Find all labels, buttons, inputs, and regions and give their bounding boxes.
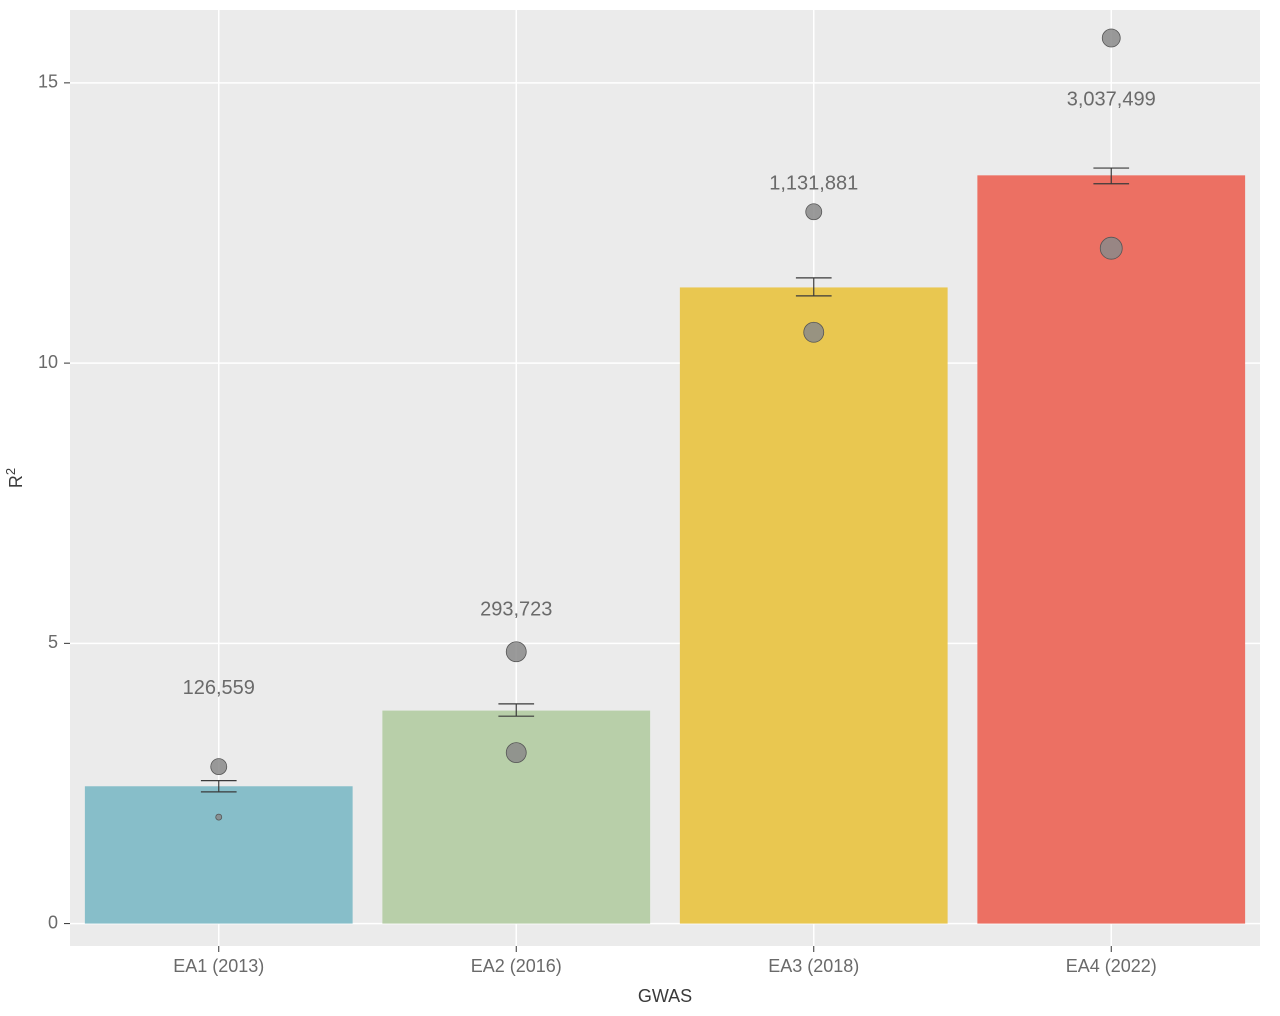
data-point bbox=[506, 743, 526, 763]
bar-annotation: 126,559 bbox=[183, 677, 255, 699]
bar-chart: 126,559 293,723 1,131,881 3,037,499 0 5 10 15 EA… bbox=[0, 0, 1280, 1016]
y-tick-label: 0 bbox=[48, 912, 58, 932]
x-tick-label: EA1 (2013) bbox=[173, 956, 264, 976]
data-point bbox=[211, 759, 227, 775]
x-axis-title: GWAS bbox=[638, 986, 692, 1006]
chart-container: 126,559 293,723 1,131,881 3,037,499 0 5 10 15 EA… bbox=[0, 0, 1280, 1016]
data-point bbox=[806, 204, 822, 220]
x-tick-label: EA4 (2022) bbox=[1066, 956, 1157, 976]
bar-annotation: 293,723 bbox=[480, 598, 552, 620]
data-point bbox=[1102, 29, 1120, 47]
x-tick-label: EA2 (2016) bbox=[471, 956, 562, 976]
data-point bbox=[216, 814, 222, 820]
bar bbox=[85, 786, 353, 923]
y-tick-label: 15 bbox=[38, 72, 58, 92]
y-tick-label: 5 bbox=[48, 632, 58, 652]
bar-annotation: 3,037,499 bbox=[1067, 88, 1156, 110]
bar-annotation: 1,131,881 bbox=[769, 172, 858, 194]
bar bbox=[680, 287, 948, 923]
data-point bbox=[1100, 237, 1122, 259]
x-tick-label: EA3 (2018) bbox=[768, 956, 859, 976]
y-tick-label: 10 bbox=[38, 352, 58, 372]
data-point bbox=[506, 642, 526, 662]
data-point bbox=[804, 322, 824, 342]
bar bbox=[977, 175, 1245, 923]
